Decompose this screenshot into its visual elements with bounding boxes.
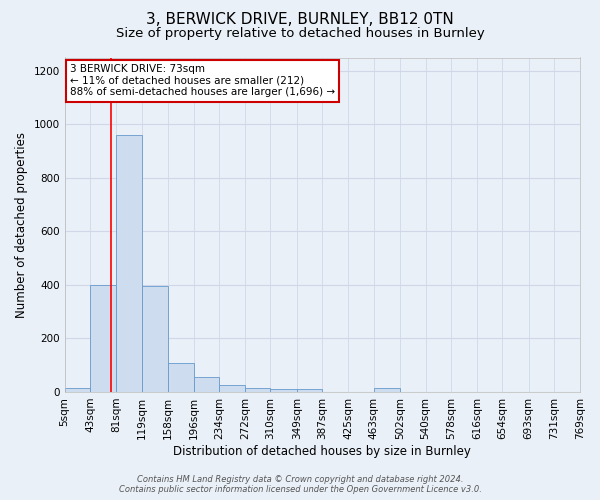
Bar <box>271 390 297 392</box>
Bar <box>90 285 116 392</box>
Bar <box>193 377 219 392</box>
Text: 3 BERWICK DRIVE: 73sqm
← 11% of detached houses are smaller (212)
88% of semi-de: 3 BERWICK DRIVE: 73sqm ← 11% of detached… <box>70 64 335 98</box>
Text: Size of property relative to detached houses in Burnley: Size of property relative to detached ho… <box>116 28 484 40</box>
Bar <box>297 390 322 392</box>
Bar <box>245 388 271 392</box>
Text: Contains HM Land Registry data © Crown copyright and database right 2024.
Contai: Contains HM Land Registry data © Crown c… <box>119 474 481 494</box>
X-axis label: Distribution of detached houses by size in Burnley: Distribution of detached houses by size … <box>173 444 471 458</box>
Y-axis label: Number of detached properties: Number of detached properties <box>15 132 28 318</box>
Bar <box>168 362 193 392</box>
Bar <box>116 135 142 392</box>
Bar <box>142 286 168 392</box>
Bar <box>374 388 400 392</box>
Text: 3, BERWICK DRIVE, BURNLEY, BB12 0TN: 3, BERWICK DRIVE, BURNLEY, BB12 0TN <box>146 12 454 28</box>
Bar <box>219 386 245 392</box>
Bar <box>65 388 90 392</box>
